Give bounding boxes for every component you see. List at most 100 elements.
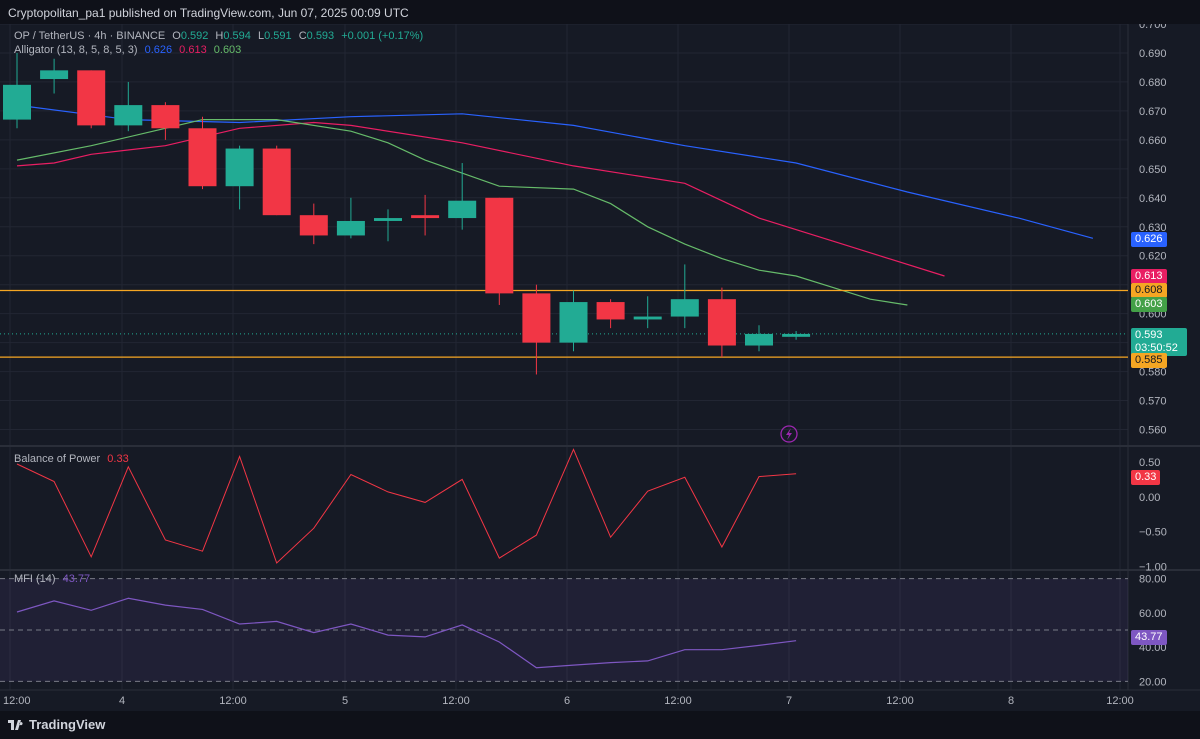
candle-body — [374, 218, 402, 221]
price-tick-label: 0.630 — [1139, 222, 1167, 234]
mfi-line — [16, 597, 797, 669]
alligator-lips-value: 0.603 — [213, 44, 242, 56]
bop-value: 0.33 — [107, 453, 129, 465]
mfi-tick-label: 80.00 — [1139, 574, 1167, 586]
alligator-teeth-line — [16, 121, 945, 277]
jaw-price-tag: 0.626 — [1131, 232, 1167, 247]
open-value: 0.592 — [180, 30, 209, 42]
mfi-pane — [0, 578, 1128, 682]
grid-lines — [0, 23, 1200, 691]
candle-body — [745, 333, 773, 346]
candle-body — [262, 148, 291, 216]
candle-body — [596, 302, 625, 320]
bop-value-tag: 0.33 — [1131, 470, 1161, 485]
mfi-tick-label: 40.00 — [1139, 642, 1167, 654]
time-tick-label: 5 — [342, 695, 348, 707]
time-tick-label: 12:00 — [219, 695, 247, 707]
bop-tick-label: 0.50 — [1139, 457, 1160, 469]
low-label: L — [257, 30, 265, 42]
candle-body — [485, 197, 514, 294]
open-label: O — [172, 30, 181, 42]
time-tick-label: 8 — [1008, 695, 1014, 707]
bop-tick-label: −1.00 — [1139, 562, 1167, 574]
alligator-label: Alligator (13, 8, 5, 8, 5, 3) — [14, 44, 138, 56]
high-value: 0.594 — [223, 30, 251, 42]
candle-body — [188, 128, 217, 187]
candlesticks — [3, 52, 811, 375]
candle-body — [448, 200, 477, 219]
bop-pane — [16, 448, 797, 564]
teeth-price-tag: 0.613 — [1131, 269, 1167, 284]
support-price-tag: 0.585 — [1131, 353, 1167, 368]
time-tick-label: 12:00 — [442, 695, 470, 707]
tradingview-logo[interactable]: TradingView — [8, 717, 105, 732]
mfi-legend[interactable]: MFI (14) 43.77 — [14, 573, 94, 585]
price-tick-label: 0.640 — [1139, 193, 1167, 205]
price-tick-label: 0.670 — [1139, 106, 1167, 118]
alligator-teeth-value: 0.613 — [179, 44, 207, 56]
candle-body — [559, 302, 588, 343]
price-tick-label: 0.650 — [1139, 164, 1167, 176]
candle-body — [299, 215, 328, 236]
candle-body — [670, 299, 699, 317]
candle-body — [411, 215, 440, 219]
alligator-legend[interactable]: Alligator (13, 8, 5, 8, 5, 3) 0.626 0.61… — [14, 44, 245, 56]
time-tick-label: 4 — [119, 695, 125, 707]
tradingview-icon — [8, 719, 23, 730]
symbol-legend[interactable]: OP / TetherUS · 4h · BINANCE O0.592 H0.5… — [14, 30, 427, 42]
candle-body — [782, 333, 811, 337]
time-tick-label: 12:00 — [1106, 695, 1134, 707]
time-tick-label: 12:00 — [886, 695, 914, 707]
close-value: 0.593 — [306, 30, 335, 42]
change-value: +0.001 (+0.17%) — [341, 30, 424, 42]
axes: 0.7000.6900.6800.6700.6600.6500.6400.630… — [3, 19, 1167, 707]
time-tick-label: 6 — [564, 695, 570, 707]
candle-body — [3, 84, 31, 120]
alligator-jaw-value: 0.626 — [144, 44, 173, 56]
time-tick-label: 12:00 — [664, 695, 692, 707]
low-value: 0.591 — [264, 30, 292, 42]
close-label: C — [298, 30, 307, 42]
top-bar — [0, 0, 1200, 24]
candle-body — [522, 293, 551, 343]
time-tick-label: 7 — [786, 695, 792, 707]
candle-body — [707, 299, 736, 346]
price-tick-label: 0.580 — [1139, 367, 1167, 379]
alligator-lips-line — [16, 118, 908, 306]
price-tick-label: 0.660 — [1139, 135, 1167, 147]
alligator-lines — [16, 104, 1094, 306]
last-price-tag: 0.593 03:50:52 — [1131, 328, 1187, 356]
price-tick-label: 0.690 — [1139, 48, 1167, 60]
resistance-price-tag: 0.608 — [1131, 283, 1167, 298]
lightning-icon[interactable] — [780, 425, 798, 443]
candle-body — [225, 148, 254, 187]
candle-body — [77, 70, 106, 126]
mfi-value: 43.77 — [62, 573, 91, 585]
bop-tick-label: 0.00 — [1139, 492, 1160, 504]
bop-legend[interactable]: Balance of Power 0.33 — [14, 453, 133, 465]
price-tick-label: 0.570 — [1139, 396, 1167, 408]
candle-body — [40, 70, 69, 80]
bar-countdown: 03:50:52 — [1135, 342, 1178, 354]
publisher-text: Cryptopolitan_pa1 published on TradingVi… — [8, 6, 409, 20]
last-price: 0.593 — [1135, 329, 1163, 341]
bottom-bar — [0, 711, 1200, 739]
price-tick-label: 0.680 — [1139, 77, 1167, 89]
candle-body — [336, 220, 365, 236]
mfi-value-tag: 43.77 — [1131, 630, 1167, 645]
symbol-name: OP / TetherUS · 4h · BINANCE — [14, 30, 166, 42]
candle-body — [633, 316, 662, 320]
mfi-label: MFI (14) — [14, 573, 56, 585]
high-label: H — [215, 30, 224, 42]
bop-label: Balance of Power — [14, 453, 101, 465]
price-tick-label: 0.620 — [1139, 251, 1167, 263]
mfi-tick-label: 60.00 — [1139, 608, 1167, 620]
price-tick-label: 0.560 — [1139, 425, 1167, 437]
candle-body — [151, 105, 180, 129]
bop-tick-label: −0.50 — [1139, 527, 1167, 539]
tradingview-brand: TradingView — [29, 717, 106, 732]
time-tick-label: 12:00 — [3, 695, 31, 707]
mfi-tick-label: 20.00 — [1139, 676, 1167, 688]
lips-price-tag: 0.603 — [1131, 297, 1167, 312]
